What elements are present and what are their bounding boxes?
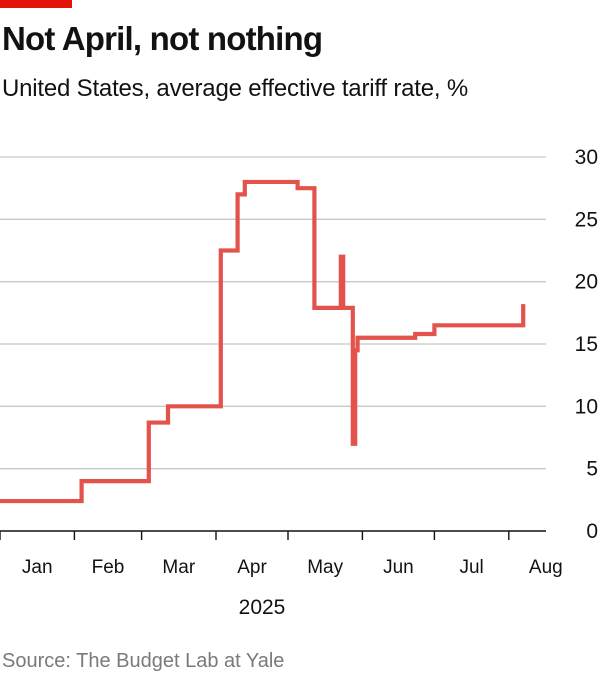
- x-tick-label-feb: Feb: [92, 557, 125, 578]
- x-tick-label-apr: Apr: [237, 557, 267, 578]
- y-tick-label: 0: [586, 520, 598, 543]
- x-tick-label-mar: Mar: [162, 557, 195, 578]
- y-tick-label: 25: [575, 208, 598, 231]
- source-note: Source: The Budget Lab at Yale: [2, 650, 285, 672]
- x-tick-label-jun: Jun: [383, 557, 414, 578]
- chart-subtitle: United States, average effective tariff …: [2, 75, 468, 102]
- x-tick-label-jan: Jan: [22, 557, 53, 578]
- y-tick-label: 15: [575, 333, 598, 356]
- series-line-0: [0, 179, 526, 504]
- gridlines: [0, 156, 546, 470]
- brand-accent-bar: [0, 0, 72, 8]
- x-tick-label-may: May: [307, 557, 343, 578]
- y-tick-label: 20: [575, 271, 598, 294]
- y-tick-label: 5: [586, 458, 598, 481]
- y-tick-labels: 0 5 10 15 20 25 30: [575, 146, 598, 543]
- y-tick-label: 10: [575, 395, 598, 418]
- y-tick-label: 30: [575, 146, 598, 169]
- x-tick-label-jul: Jul: [459, 557, 483, 578]
- series-layer: [0, 179, 526, 504]
- x-axis: Jan Feb Mar Apr May Jun Jul Aug: [0, 530, 563, 578]
- chart-title: Not April, not nothing: [2, 20, 323, 57]
- x-tick-label-aug: Aug: [529, 557, 563, 578]
- x-axis-label: 2025: [239, 596, 286, 619]
